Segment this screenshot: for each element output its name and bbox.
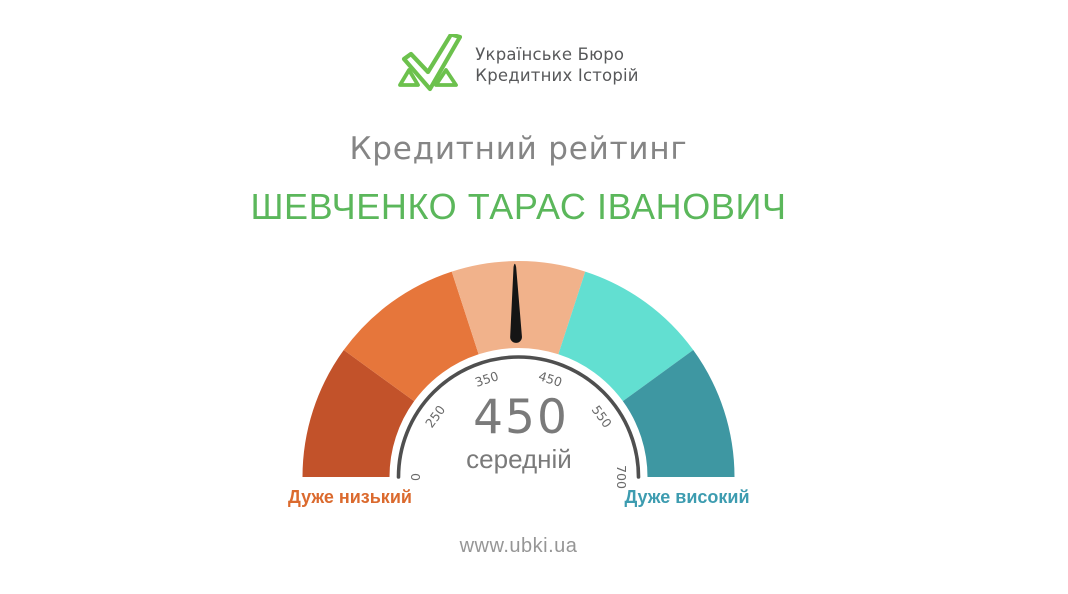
gauge-high-label: Дуже високий <box>624 487 749 507</box>
brand-name-line1: Українське Бюро <box>475 44 625 64</box>
gauge-tick-label: 550 <box>589 402 615 430</box>
brand-name: Українське Бюро Кредитних Історій <box>475 44 638 86</box>
credit-score-gauge: 0 250 350 450 550 700 450 середній Дуже низьк… <box>280 253 760 511</box>
gauge-segment <box>343 271 479 402</box>
gauge-tick-label: 0 <box>408 473 423 481</box>
gauge-tick-label: 450 <box>537 368 564 390</box>
page-title: Кредитний рейтинг <box>349 131 688 167</box>
gauge-inner-ring <box>396 355 641 479</box>
website-url: www.ubki.ua <box>459 535 578 557</box>
content-column: Українське Бюро Кредитних Історій Кредит… <box>0 34 1037 557</box>
gauge-segment <box>558 271 694 402</box>
score-value: 450 <box>473 390 569 445</box>
brand-logo: Українське Бюро Кредитних Історій <box>0 34 1037 95</box>
gauge-segment <box>622 350 735 477</box>
gauge-tick-label: 700 <box>614 465 629 489</box>
ubki-check-icon <box>398 34 463 92</box>
gauge-needle-icon <box>510 263 522 343</box>
person-name: ШЕВЧЕНКО ТАРАС ІВАНОВИЧ <box>250 186 787 227</box>
gauge-segment <box>302 350 415 477</box>
brand-name-line2: Кредитних Історій <box>475 65 639 85</box>
score-caption: середній <box>466 444 572 474</box>
gauge-tick-label: 250 <box>422 402 448 430</box>
gauge-tick-label: 350 <box>473 368 500 390</box>
gauge-low-label: Дуже низький <box>288 487 412 507</box>
